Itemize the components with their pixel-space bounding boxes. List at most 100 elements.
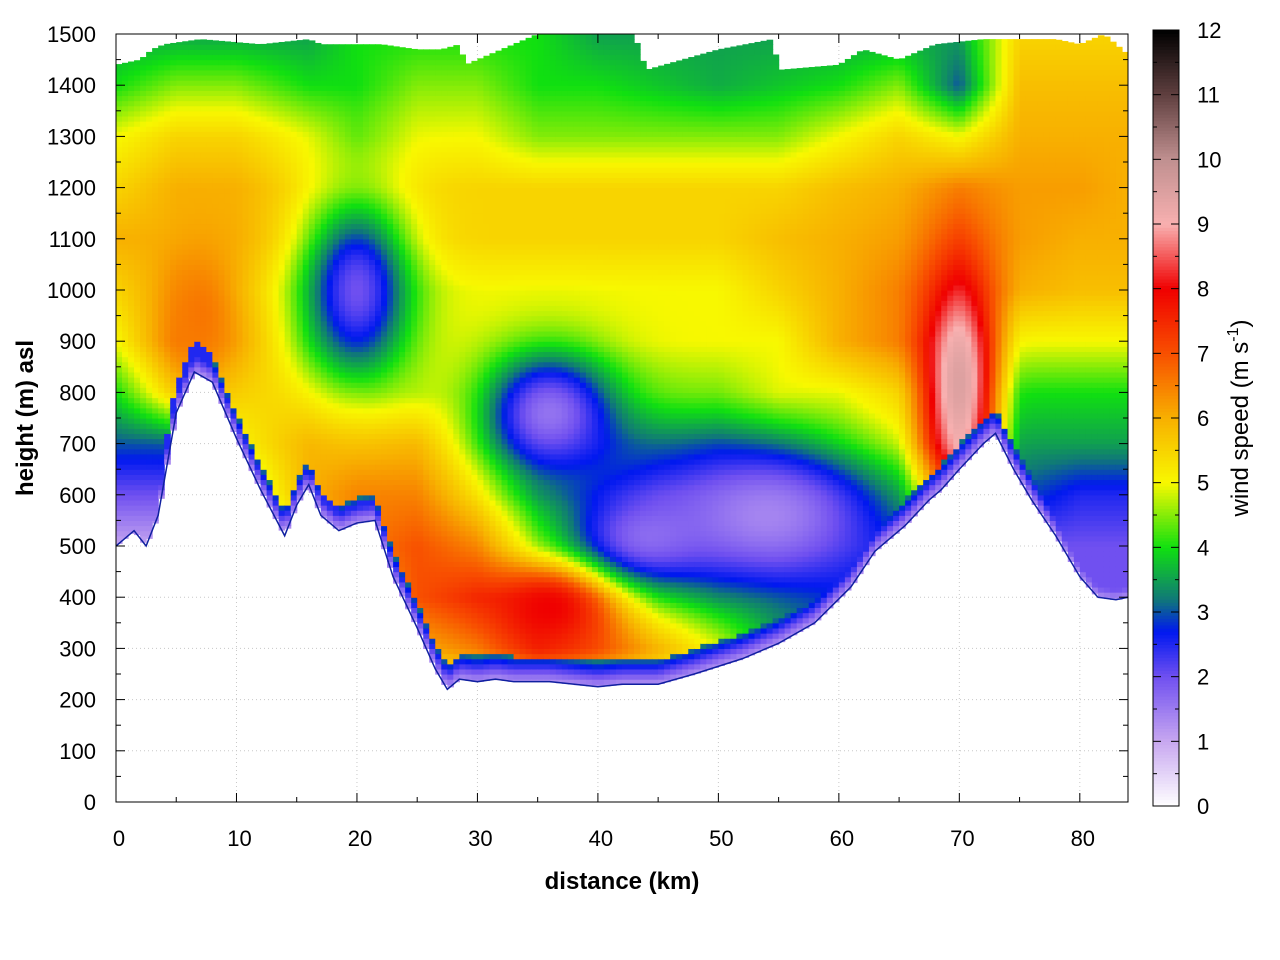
field-cell (188, 356, 195, 363)
field-cell (170, 284, 177, 291)
field-cell (332, 218, 340, 225)
field-cell (381, 469, 388, 475)
field-cell (224, 187, 232, 194)
field-cell (320, 74, 328, 81)
field-cell (417, 464, 424, 470)
field-cell (338, 218, 346, 225)
field-cell (362, 325, 370, 332)
field-cell (212, 146, 220, 153)
field-cell (314, 305, 322, 312)
field-cell (435, 310, 442, 317)
field-cell (122, 336, 129, 342)
field-cell (224, 238, 232, 245)
field-cell (170, 42, 177, 45)
field-cell (399, 530, 406, 537)
field-cell (170, 172, 177, 178)
field-cell (423, 85, 430, 91)
field-cell (188, 351, 195, 358)
field-cell (375, 525, 382, 531)
field-cell (140, 105, 147, 112)
field-cell (248, 223, 256, 230)
field-cell (140, 136, 147, 143)
field-cell (387, 64, 394, 71)
field-cell (314, 351, 322, 358)
field-cell (242, 279, 250, 286)
field-cell (356, 110, 364, 117)
field-cell (423, 187, 430, 194)
field-cell (393, 156, 400, 163)
field-cell (411, 336, 418, 342)
field-cell (158, 49, 165, 56)
field-cell (260, 469, 268, 475)
field-cell (296, 310, 304, 317)
field-cell (176, 315, 183, 322)
field-cell (417, 346, 424, 353)
field-cell (320, 433, 328, 440)
field-cell (248, 412, 256, 419)
field-cell (417, 213, 424, 219)
field-cell (224, 254, 232, 260)
field-cell (338, 494, 346, 501)
field-cell (393, 290, 400, 296)
field-cell (320, 126, 328, 132)
field-cell (423, 300, 430, 306)
field-cell (224, 115, 232, 122)
field-cell (399, 315, 406, 322)
field-cell (381, 366, 388, 373)
field-cell (320, 412, 328, 419)
field-cell (164, 126, 171, 132)
field-cell (206, 177, 213, 184)
field-cell (338, 458, 346, 465)
field-cell (122, 259, 129, 265)
field-cell (302, 382, 310, 388)
field-cell (296, 85, 304, 91)
field-cell (369, 264, 376, 271)
field-cell (200, 279, 207, 286)
field-cell (140, 274, 147, 281)
field-cell (272, 448, 280, 455)
field-cell (356, 105, 364, 112)
field-cell (393, 499, 400, 506)
field-cell (435, 110, 442, 117)
field-cell (284, 371, 292, 378)
field-cell (254, 110, 262, 117)
field-cell (381, 464, 388, 470)
field-cell (393, 162, 400, 168)
field-cell (326, 177, 334, 184)
field-cell (170, 254, 177, 260)
field-cell (290, 402, 298, 409)
field-cell (236, 228, 244, 235)
field-cell (296, 156, 304, 163)
field-cell (146, 69, 153, 76)
field-cell (200, 238, 207, 245)
field-cell (381, 330, 388, 337)
field-cell (224, 223, 232, 230)
field-cell (272, 110, 280, 117)
field-column (134, 60, 141, 536)
field-cell (170, 74, 177, 81)
field-cell (369, 64, 376, 71)
field-cell (344, 295, 352, 301)
field-cell (314, 290, 322, 296)
field-cell (284, 469, 292, 475)
field-cell (182, 330, 189, 337)
field-cell (212, 315, 220, 322)
field-cell (393, 428, 400, 434)
field-cell (356, 438, 364, 445)
field-cell (122, 499, 129, 506)
field-cell (344, 320, 352, 327)
field-cell (176, 208, 183, 214)
field-cell (272, 320, 280, 327)
field-cell (158, 300, 165, 306)
field-cell (411, 535, 418, 542)
field-cell (326, 484, 334, 491)
field-cell (290, 325, 298, 332)
field-cell (242, 351, 250, 358)
field-cell (356, 74, 364, 81)
field-cell (369, 126, 376, 132)
field-cell (423, 264, 430, 271)
field-cell (146, 290, 153, 296)
field-cell (140, 412, 147, 419)
field-column (182, 41, 189, 393)
field-cell (302, 223, 310, 230)
